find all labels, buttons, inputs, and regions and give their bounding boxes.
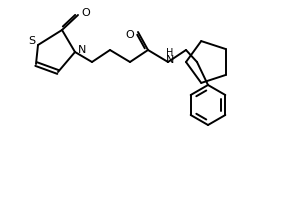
Text: S: S [28,36,36,46]
Text: O: O [82,8,90,18]
Text: H: H [166,48,174,58]
Text: O: O [126,30,134,40]
Text: N: N [166,55,174,65]
Text: N: N [78,45,86,55]
